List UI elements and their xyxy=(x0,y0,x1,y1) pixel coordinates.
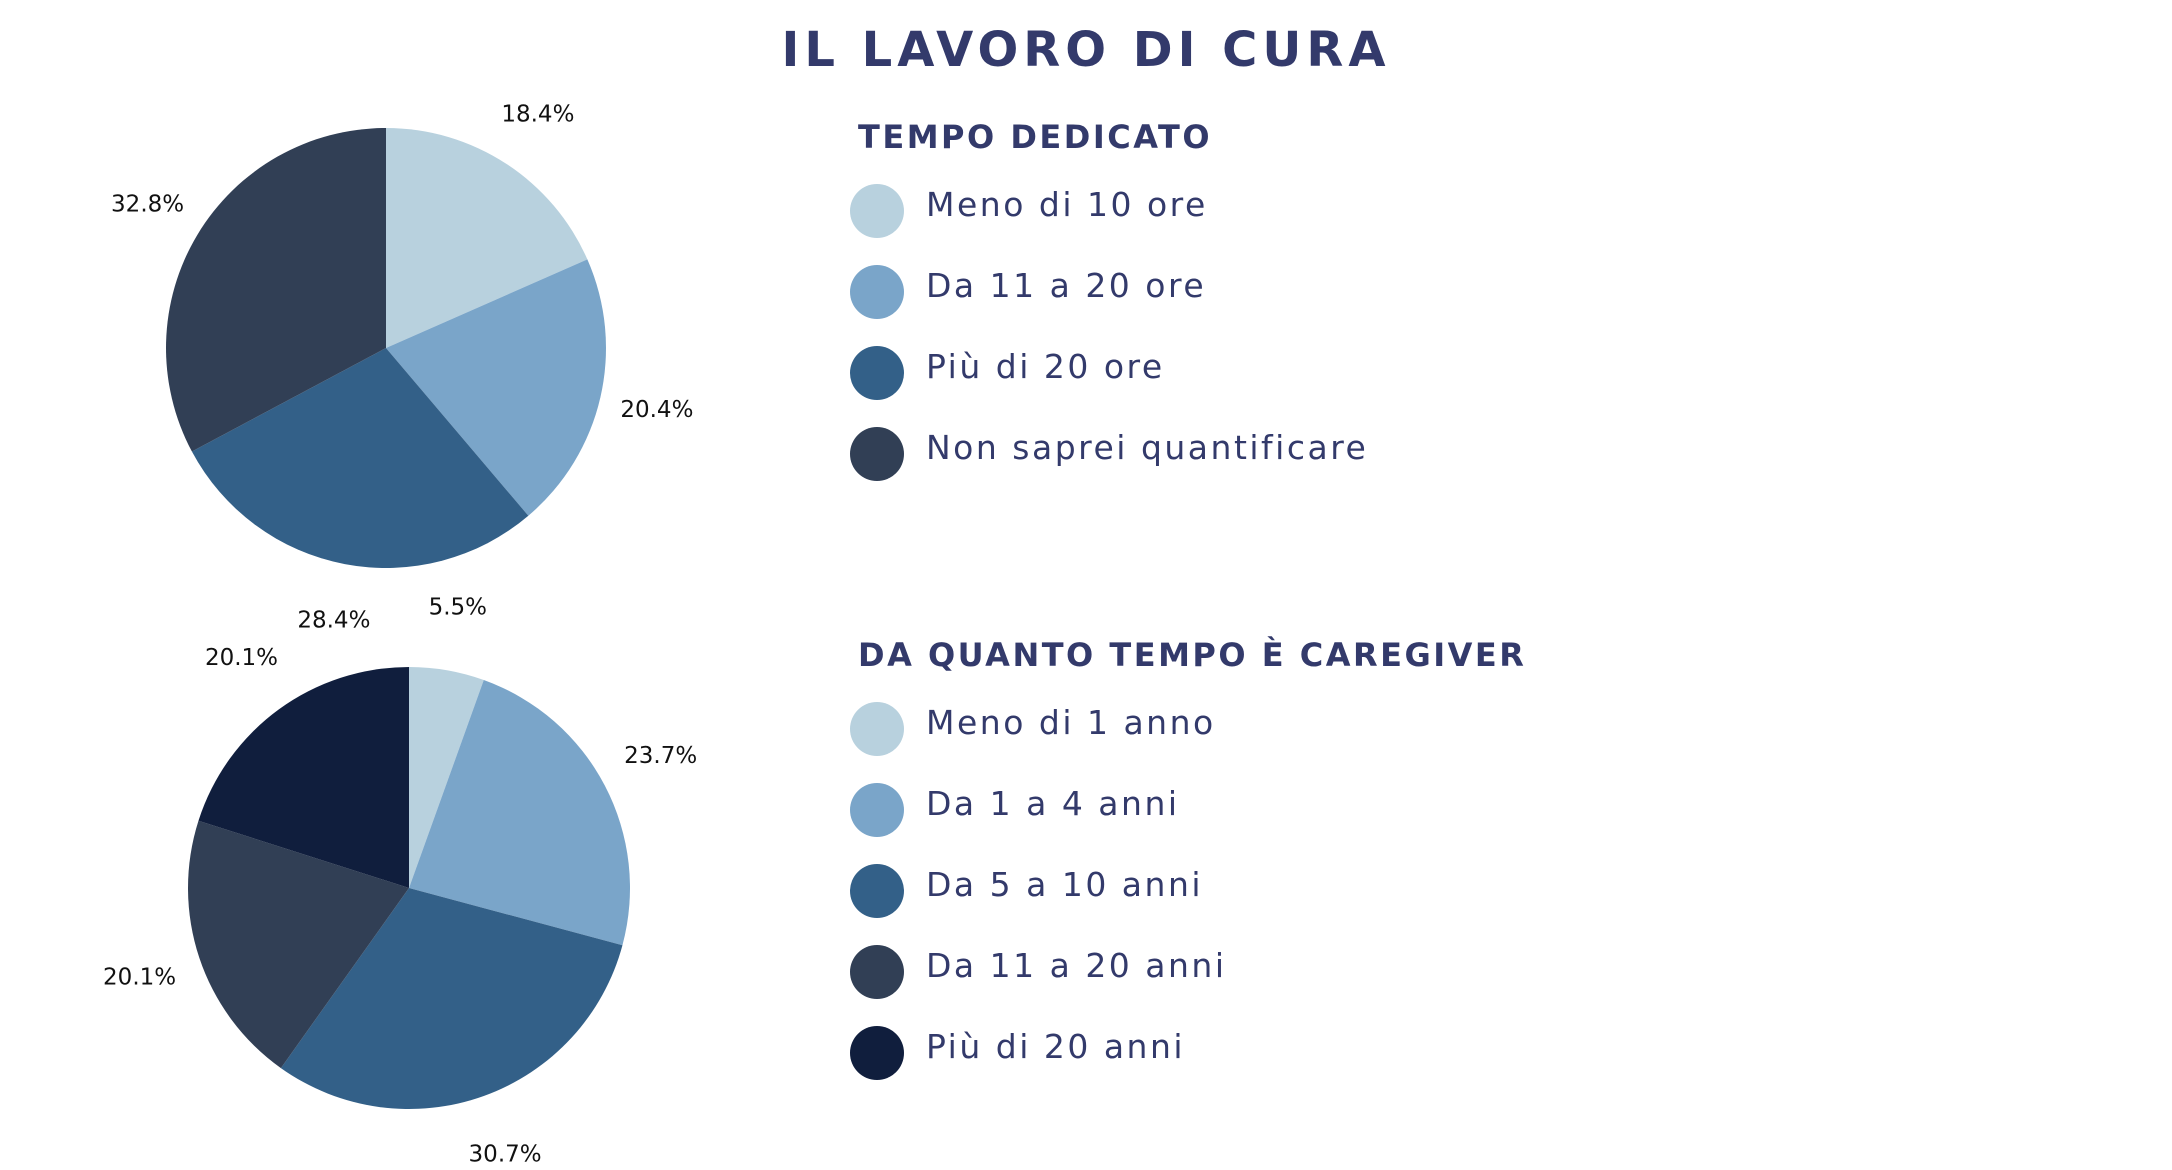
pie-slice-da-11-a-20-ore xyxy=(386,259,606,516)
page-title: IL LAVORO DI CURA xyxy=(781,22,1391,78)
legend-swatch xyxy=(850,183,904,238)
pie-slice-non-saprei-quantificare xyxy=(166,128,386,452)
legend-item-da-11-a-20-ore: Da 11 a 20 ore xyxy=(850,251,1368,332)
legend-title: TEMPO DEDICATO xyxy=(858,118,1213,156)
legend-label: Meno di 10 ore xyxy=(926,185,1208,224)
legend-item-da-5-a-10-anni: Da 5 a 10 anni xyxy=(850,850,1526,931)
pie-slice-da-5-a-10-anni xyxy=(280,888,623,1109)
legend-item-piu-di-20-anni: Più di 20 anni xyxy=(850,1012,1526,1093)
legend-item-meno-di-10-ore: Meno di 10 ore xyxy=(850,170,1368,251)
legend-item-da-11-a-20-anni: Da 11 a 20 anni xyxy=(850,931,1526,1012)
pie-slice-meno-di-1-anno xyxy=(409,667,484,888)
pie-data-label: 30.7% xyxy=(469,1142,542,1168)
legend-swatch xyxy=(850,944,904,999)
pie-data-label: 20.1% xyxy=(205,645,278,671)
legend-label: Più di 20 anni xyxy=(926,1027,1186,1066)
legend-item-piu-di-20-ore: Più di 20 ore xyxy=(850,332,1368,413)
pie-data-label: 28.4% xyxy=(297,608,370,634)
pie-chart-tempo-dedicato: 18.4% 20.4% 28.4% 32.8% xyxy=(111,102,693,634)
pie-data-label: 5.5% xyxy=(429,595,487,621)
legend-swatch xyxy=(850,701,904,756)
legend-label: Da 1 a 4 anni xyxy=(926,784,1180,823)
pie-data-label: 20.1% xyxy=(103,964,176,990)
legend-item-meno-di-1-anno: Meno di 1 anno xyxy=(850,688,1526,769)
legend-label: Non saprei quantificare xyxy=(926,428,1369,467)
legend-title: DA QUANTO TEMPO È CAREGIVER xyxy=(858,636,1527,674)
pie-data-label: 18.4% xyxy=(501,102,574,128)
legend-label: Meno di 1 anno xyxy=(926,703,1216,742)
legend-item-non-saprei-quantificare: Non saprei quantificare xyxy=(850,413,1368,494)
pie-data-label: 32.8% xyxy=(111,192,184,218)
legend-swatch xyxy=(850,782,904,837)
legend-tempo-dedicato: TEMPO DEDICATO Meno di 10 ore Da 11 a 20 … xyxy=(850,118,1368,494)
legend-label: Da 5 a 10 anni xyxy=(926,865,1204,904)
legend-durata-caregiver: DA QUANTO TEMPO È CAREGIVER Meno di 1 an… xyxy=(850,636,1526,1093)
legend-swatch xyxy=(850,264,904,319)
legend-item-da-1-a-4-anni: Da 1 a 4 anni xyxy=(850,769,1526,850)
pie-chart-durata-caregiver: 5.5% 23.7% 30.7% 20.1% 20.1% xyxy=(103,595,697,1168)
pie-slice-meno-di-10-ore xyxy=(386,128,588,348)
legend-label: Da 11 a 20 anni xyxy=(926,946,1227,985)
pie-slice-da-11-a-20-anni xyxy=(188,820,409,1069)
legend-swatch xyxy=(850,426,904,481)
pie-data-label: 23.7% xyxy=(624,743,697,769)
pie-slice-piu-di-20-ore xyxy=(191,348,529,568)
pie-data-label: 20.4% xyxy=(620,397,693,423)
legend-swatch xyxy=(850,863,904,918)
legend-label: Più di 20 ore xyxy=(926,347,1165,386)
legend-swatch xyxy=(850,345,904,400)
legend-label: Da 11 a 20 ore xyxy=(926,266,1207,305)
pie-slice-piu-di-20-anni xyxy=(198,667,409,888)
legend-swatch xyxy=(850,1025,904,1080)
pie-slice-da-1-a-4-anni xyxy=(409,680,630,946)
